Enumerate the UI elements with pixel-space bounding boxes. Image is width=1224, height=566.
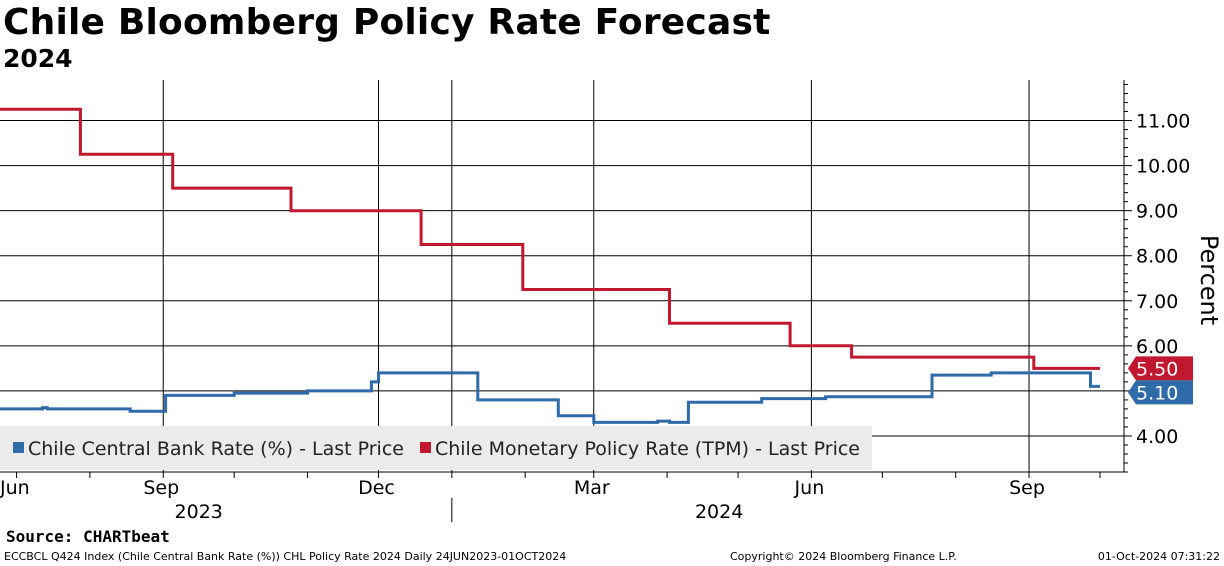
x-tick-label: Mar: [574, 477, 610, 499]
series-line: [0, 371, 1100, 424]
x-tick-label: Jun: [0, 477, 30, 499]
y-tick-label: 4.00: [1136, 426, 1178, 448]
y-tick-label: 11.00: [1136, 111, 1190, 133]
series-lines: [0, 107, 1100, 424]
last-value-tag: [1128, 356, 1193, 381]
last-value-label: 5.10: [1136, 382, 1178, 404]
x-tick-label: Jun: [794, 477, 825, 499]
x-year-label: 2023: [175, 501, 223, 523]
source-note: Source: CHARTbeat: [6, 527, 170, 546]
legend-background: [0, 426, 872, 470]
y-tick-label: 9.00: [1136, 201, 1178, 223]
x-tick-label: Sep: [143, 477, 179, 499]
gridlines: [0, 80, 1124, 472]
footer-index-info: ECCBCL Q424 Index (Chile Central Bank Ra…: [4, 550, 567, 563]
last-value-label: 5.50: [1136, 358, 1178, 380]
legend-label: Chile Monetary Policy Rate (TPM) - Last …: [435, 438, 860, 460]
y-tick-label: 10.00: [1136, 156, 1190, 178]
x-tick-label: Sep: [1009, 477, 1045, 499]
legend-label: Chile Central Bank Rate (%) - Last Price: [28, 438, 404, 460]
y-tick-label: 6.00: [1136, 336, 1178, 358]
x-tick-label: Dec: [358, 477, 395, 499]
x-year-label: 2024: [695, 501, 743, 523]
legend: Chile Central Bank Rate (%) - Last Price…: [0, 426, 872, 470]
y-axis-title: Percent: [1195, 235, 1223, 325]
series-line: [0, 107, 1100, 370]
footer-timestamp: 01-Oct-2024 07:31:22: [1097, 550, 1220, 563]
chart-subtitle: 2024: [3, 44, 73, 73]
legend-swatch: [419, 442, 431, 453]
legend-swatch: [13, 442, 24, 453]
axes: 4.005.006.007.008.009.0010.0011.00JunSep…: [0, 80, 1223, 523]
footer-copyright: Copyright© 2024 Bloomberg Finance L.P.: [730, 550, 957, 563]
last-value-tag: [1128, 380, 1193, 405]
chart-title: Chile Bloomberg Policy Rate Forecast: [3, 2, 771, 43]
y-tick-label: 7.00: [1136, 291, 1178, 313]
y-tick-label: 8.00: [1136, 246, 1178, 268]
